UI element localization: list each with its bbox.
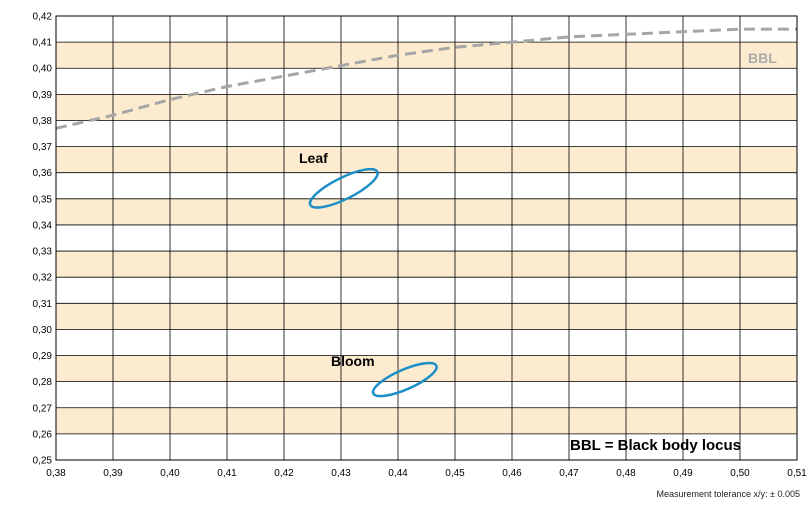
- y-tick-label: 0,38: [33, 116, 53, 127]
- band: [56, 251, 797, 278]
- band: [56, 146, 797, 173]
- measurement-footnote: Measurement tolerance x/y: ± 0.005: [656, 489, 800, 499]
- y-tick-label: 0,30: [33, 325, 53, 336]
- x-tick-label: 0,40: [160, 468, 180, 479]
- band: [56, 94, 797, 121]
- x-tick-label: 0,45: [445, 468, 465, 479]
- bloom-ellipse: [371, 361, 438, 398]
- x-tick-label: 0,41: [217, 468, 237, 479]
- bloom-label: Bloom: [331, 353, 375, 369]
- plot-background: [56, 16, 797, 460]
- x-tick-label: 0,38: [46, 468, 66, 479]
- x-tick-label: 0,42: [274, 468, 294, 479]
- band: [56, 42, 797, 69]
- x-axis-ticks: 0,38 0,39 0,40 0,41 0,42 0,43 0,44 0,45 0,46 0,47…: [46, 468, 807, 479]
- horizontal-bands: [56, 42, 797, 434]
- y-tick-label: 0,26: [33, 429, 53, 440]
- y-tick-label: 0,36: [33, 168, 53, 179]
- band: [56, 303, 797, 330]
- x-tick-label: 0,43: [331, 468, 351, 479]
- y-tick-label: 0,25: [33, 456, 53, 467]
- band: [56, 407, 797, 434]
- bbl-label: BBL: [748, 50, 777, 66]
- y-tick-label: 0,29: [33, 351, 53, 362]
- y-tick-label: 0,37: [33, 142, 53, 153]
- y-tick-label: 0,28: [33, 377, 53, 388]
- x-tick-label: 0,46: [502, 468, 522, 479]
- y-axis-ticks: 0,25 0,26 0,27 0,28 0,29 0,30 0,31 0,32 0,33 0,34…: [33, 12, 53, 467]
- y-tick-label: 0,31: [33, 299, 53, 310]
- y-tick-label: 0,42: [33, 12, 53, 23]
- y-tick-label: 0,34: [33, 220, 53, 231]
- leaf-ellipse: [308, 167, 379, 209]
- x-tick-label: 0,50: [730, 468, 750, 479]
- bbl-legend-note: BBL = Black body locus: [570, 437, 741, 454]
- plot-border: [55, 15, 798, 461]
- series-layer: [55, 27, 797, 398]
- y-tick-label: 0,32: [33, 273, 53, 284]
- x-tick-label: 0,39: [103, 468, 123, 479]
- y-tick-label: 0,40: [33, 64, 53, 75]
- y-tick-label: 0,35: [33, 194, 53, 205]
- x-tick-label: 0,49: [673, 468, 693, 479]
- bbl-curve: [55, 27, 797, 130]
- x-tick-label: 0,51: [787, 468, 807, 479]
- y-tick-label: 0,27: [33, 403, 53, 414]
- x-tick-label: 0,44: [388, 468, 408, 479]
- y-tick-label: 0,39: [33, 90, 53, 101]
- y-tick-label: 0,33: [33, 247, 53, 258]
- x-tick-label: 0,48: [616, 468, 636, 479]
- leaf-label: Leaf: [299, 150, 328, 166]
- band: [56, 198, 797, 225]
- y-tick-label: 0,41: [33, 38, 53, 49]
- x-tick-label: 0,47: [559, 468, 579, 479]
